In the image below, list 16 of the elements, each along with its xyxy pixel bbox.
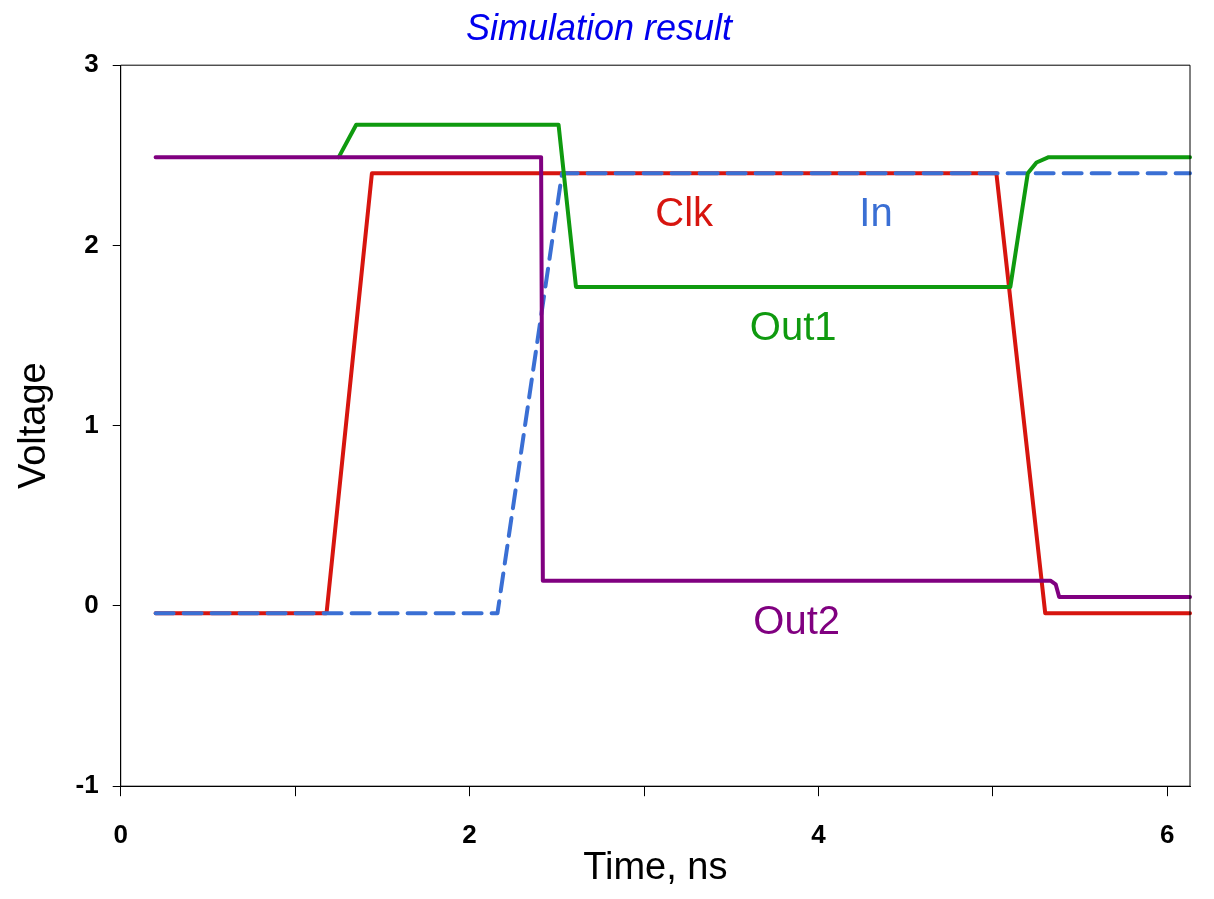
y-tick-label: 2 [84,228,99,259]
x-tick-label: 2 [462,818,477,849]
y-axis-title: Voltage [11,362,54,490]
x-tick-label: 6 [1160,818,1175,849]
x-tick-label: 4 [811,818,827,849]
x-axis-title: Time, ns [583,844,728,887]
chart-title: Simulation result [465,6,735,48]
y-tick-label: 1 [84,408,99,439]
series-label: Clk [655,190,715,235]
x-tick-label: 0 [113,818,128,849]
y-tick-label: 0 [84,589,99,620]
y-tick-label: 3 [84,48,99,79]
series-label: Out2 [753,597,841,642]
y-tick-label: -1 [75,769,99,800]
series-label: Out1 [749,303,837,348]
series-label: In [859,190,893,235]
